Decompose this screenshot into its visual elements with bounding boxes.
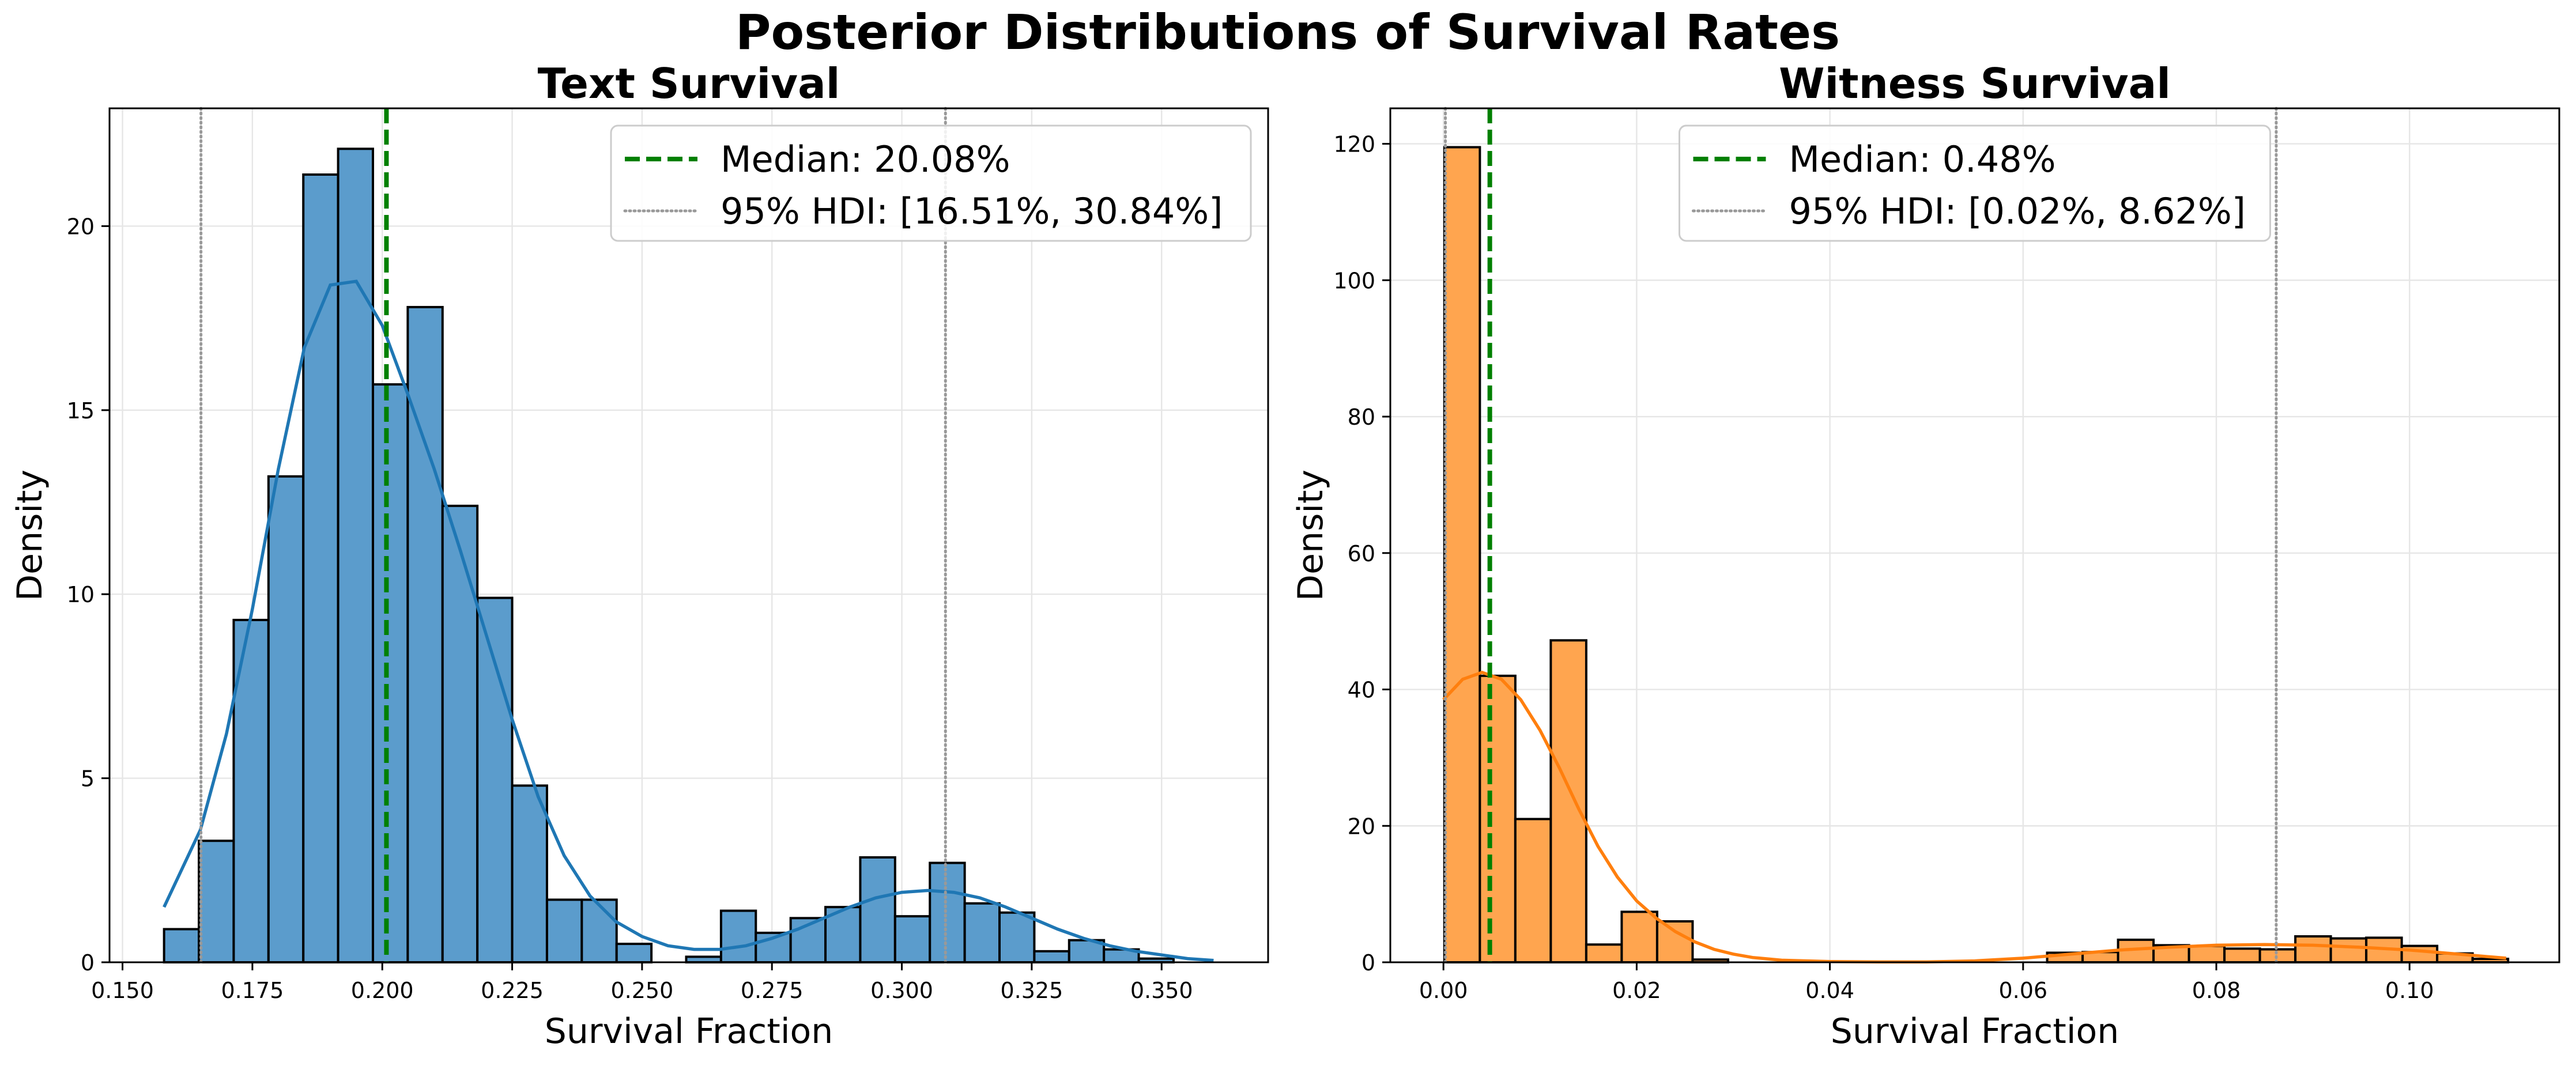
panel-title: Witness Survival — [1779, 59, 2171, 108]
figure-title: Posterior Distributions of Survival Rate… — [736, 4, 1840, 61]
histogram-bar — [2294, 935, 2332, 963]
y-tick-label: 15 — [67, 398, 95, 424]
axes-frame — [108, 107, 1269, 963]
y-tick-label: 20 — [67, 214, 95, 239]
histogram-bar — [615, 943, 653, 963]
y-tick-label: 120 — [1333, 132, 1375, 157]
histogram-bar — [1549, 639, 1587, 964]
x-axis-label: Survival Fraction — [545, 1011, 833, 1052]
histogram-bar — [267, 475, 305, 963]
histogram-bar — [1443, 146, 1481, 964]
kde-curve — [163, 279, 1214, 962]
x-tick-label: 0.10 — [2385, 978, 2434, 1003]
y-tick-label: 40 — [1348, 678, 1375, 703]
x-tick-label: 0.06 — [1998, 978, 2047, 1003]
x-tick-label: 0.300 — [870, 978, 933, 1003]
histogram-bar — [789, 917, 827, 964]
histogram-bar — [371, 383, 409, 963]
y-tick-label: 20 — [1348, 814, 1375, 839]
legend-hdi-label: 95% HDI: [16.51%, 30.84%] — [721, 190, 1223, 232]
x-tick-label: 0.250 — [610, 978, 673, 1003]
x-tick-label: 0.08 — [2192, 978, 2241, 1003]
y-tick-label: 60 — [1348, 541, 1375, 566]
y-tick-label: 100 — [1333, 268, 1375, 293]
histogram-bar — [545, 898, 583, 963]
y-tick-label: 0 — [81, 950, 95, 976]
histogram-bar — [198, 840, 235, 963]
x-tick-label: 0.02 — [1612, 978, 1661, 1003]
histogram-bar — [859, 856, 896, 963]
legend-median-label: Median: 20.08% — [721, 138, 1010, 180]
histogram-bar — [998, 911, 1036, 964]
x-tick-label: 0.200 — [351, 978, 414, 1003]
histogram-bar — [1585, 943, 1623, 963]
witness-survival-panel: 0.00 0.02 0.04 0.06 0.08 0.10 0 20 40 60 80 100 120 W… — [1291, 59, 2560, 1052]
histogram-bar — [1479, 674, 1517, 964]
histogram-bar — [2329, 937, 2368, 964]
histogram-bar — [1033, 950, 1070, 963]
x-tick-label: 0.150 — [91, 978, 154, 1003]
x-tick-label: 0.275 — [741, 978, 804, 1003]
x-axis-label: Survival Fraction — [1831, 1011, 2119, 1052]
histogram-bar — [2223, 947, 2261, 964]
x-tick-label: 0.175 — [221, 978, 284, 1003]
histogram-bar — [302, 173, 340, 963]
y-tick-label: 5 — [81, 766, 95, 792]
histogram-bar — [476, 596, 514, 963]
y-tick-label: 0 — [1361, 950, 1375, 976]
x-tick-label: 0.04 — [1805, 978, 1854, 1003]
histogram-bar — [929, 861, 966, 964]
legend-box — [610, 124, 1252, 242]
kde-curve — [1442, 670, 2507, 964]
panel-title: Text Survival — [538, 59, 840, 108]
histogram-bar — [580, 898, 618, 963]
histogram-bar — [163, 928, 201, 964]
histogram-bar — [1514, 818, 1552, 964]
axes-frame — [1389, 107, 2560, 963]
histogram-bar — [719, 909, 757, 964]
histogram-bar — [1655, 920, 1694, 964]
histogram-bar — [2258, 948, 2297, 964]
histogram-bar — [963, 902, 1001, 963]
y-axis-label: Density — [1291, 470, 1331, 601]
y-tick-label: 10 — [67, 582, 95, 607]
text-survival-panel: 0.150 0.175 0.200 0.225 0.250 0.275 0.300 0.325… — [10, 59, 1269, 1052]
y-axis-label: Density — [10, 470, 50, 601]
histogram-bar — [441, 504, 479, 963]
x-tick-label: 0.225 — [481, 978, 544, 1003]
histogram-bar — [337, 148, 374, 964]
y-tick-label: 80 — [1348, 405, 1375, 430]
x-tick-label: 0.325 — [1000, 978, 1063, 1003]
legend-hdi-label: 95% HDI: [0.02%, 8.62%] — [1789, 190, 2246, 232]
histogram-bar — [1620, 910, 1658, 964]
legend-median-label: Median: 0.48% — [1789, 138, 2056, 180]
histogram-bar — [511, 784, 548, 963]
x-tick-label: 0.350 — [1130, 978, 1193, 1003]
x-tick-label: 0.00 — [1419, 978, 1468, 1003]
histogram-bar — [893, 915, 931, 964]
histogram-bar — [2187, 944, 2226, 964]
legend-box — [1679, 124, 2271, 242]
